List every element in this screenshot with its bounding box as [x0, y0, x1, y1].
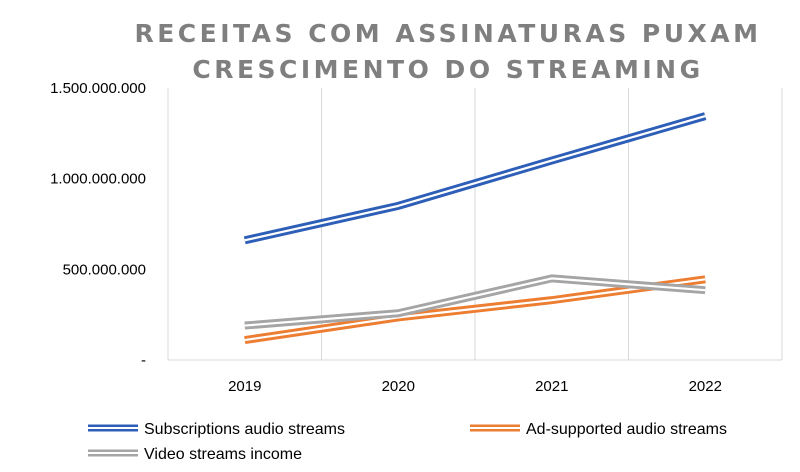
legend-label: Subscriptions audio streams [144, 421, 345, 438]
chart-title-line-1: RECEITAS COM ASSINATURAS PUXAM [134, 19, 761, 48]
series-line-inner [244, 277, 706, 327]
legend-item: Ad-supported audio streams [470, 421, 727, 438]
legend-item: Subscriptions audio streams [88, 421, 345, 438]
series-line [244, 275, 706, 345]
legend-item: Video streams income [88, 446, 302, 463]
x-tick-label: 2021 [535, 378, 568, 395]
y-tick-label: 1.500.000.000 [50, 80, 146, 97]
y-tick-label: 500.000.000 [63, 261, 146, 278]
chart-title: RECEITAS COM ASSINATURAS PUXAM CRESCIMEN… [134, 19, 761, 84]
series-line [243, 112, 707, 245]
series-line [244, 274, 706, 330]
y-tick-label: - [141, 352, 146, 369]
legend-label: Video streams income [144, 446, 302, 463]
chart-title-line-2: CRESCIMENTO DO STREAMING [192, 55, 703, 84]
x-tick-label: 2019 [228, 378, 261, 395]
series-line-inner [244, 115, 706, 242]
series-line-inner [244, 278, 706, 342]
plot-area: - 500.000.000 1.000.000.000 1.500.000.000 20… [50, 80, 783, 395]
legend-label: Ad-supported audio streams [526, 421, 727, 438]
y-tick-label: 1.000.000.000 [50, 171, 146, 188]
legend: Subscriptions audio streams Ad-supported … [88, 421, 727, 463]
x-tick-label: 2022 [689, 378, 722, 395]
x-tick-label: 2020 [382, 378, 415, 395]
